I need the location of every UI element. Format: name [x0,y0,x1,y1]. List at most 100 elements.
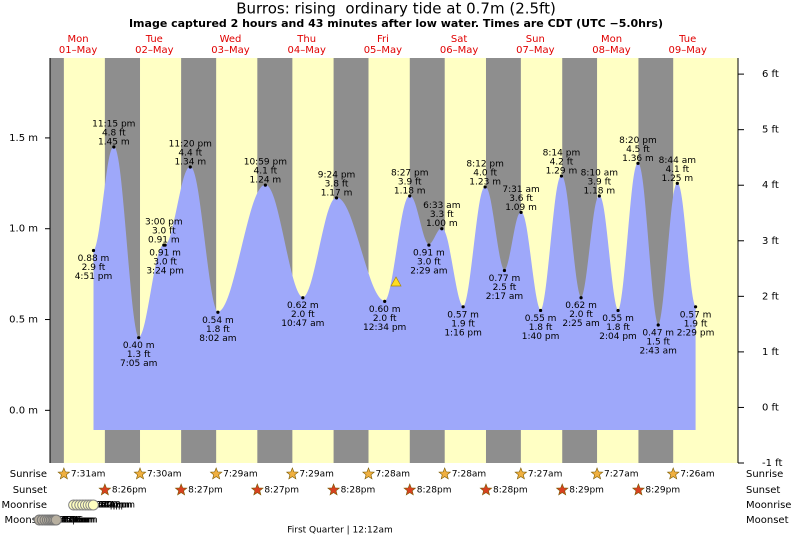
day-name: Mon [601,34,622,45]
extreme-label: 0.40 m [123,341,155,351]
day-name: Tue [145,34,163,45]
extreme-label: 1.18 m [394,187,426,197]
row-time: 3:11pm [95,501,130,511]
sunset-icon [98,483,112,496]
extreme-label: 7:05 am [120,359,157,369]
extreme-point [188,165,192,169]
extreme-label: 1.8 ft [206,325,230,335]
row-time: 12:44am [49,516,89,526]
row-time: 1:27pm [90,501,125,511]
row-time: 8:27pm [264,486,299,496]
extreme-point [263,183,267,187]
row-time: 3:34am [58,516,93,526]
day-date: 02–May [135,45,173,56]
extreme-label: 8:02 am [199,334,236,344]
row-time: 2:59am [56,516,91,526]
extreme-label: 1.9 ft [684,319,708,329]
y2-tick-label: 4 ft [762,180,779,191]
y-tick-label: 0.0 m [9,405,38,416]
extreme-label: 11:20 pm [169,139,212,149]
y2-tick-label: 1 ft [762,347,779,358]
row-time: 4:06am [60,516,95,526]
row-time: 8:29pm [569,486,604,496]
extreme-label: 8:20 pm [619,136,657,146]
day-date: 03–May [211,45,249,56]
extreme-label: 1.9 ft [451,319,475,329]
extreme-label: 1:40 pm [522,332,560,342]
extreme-label: 8:10 am [581,169,618,179]
extreme-point [483,185,487,189]
row-time: 8:29pm [645,486,680,496]
row-time: 7:28am [452,470,487,480]
row-time: 2:20am [54,516,89,526]
sunrise-icon [57,467,71,480]
row-time: 7:30am [147,470,182,480]
extreme-point [383,299,387,303]
extreme-label: 0.62 m [287,301,319,311]
moonrise-icon [87,499,99,511]
row-time: 4:48pm [100,501,135,511]
day-name: Sun [526,34,545,45]
extreme-label: 2:17 am [486,292,523,302]
extreme-label: 0.62 m [565,301,597,311]
extreme-label: 0.47 m [642,328,674,338]
extreme-label: 2:25 am [562,319,599,329]
extreme-label: 0.91 m [413,249,445,259]
extreme-point [636,161,640,165]
row-time: 7:26am [680,470,715,480]
day-date: 05–May [364,45,402,56]
extreme-point [427,243,431,247]
day-name: Tue [678,34,696,45]
row-time: 1:35am [52,516,87,526]
day-date: 09–May [668,45,706,56]
row-time: 7:29am [299,470,334,480]
extreme-label: 8:27 pm [391,169,429,179]
extreme-point [502,268,507,273]
row-time: 8:28pm [493,486,528,496]
extreme-label: 2:29 pm [677,328,715,338]
extreme-label: 1.5 ft [646,337,670,347]
row-time: 8:28pm [341,486,376,496]
day-name: Thu [296,34,316,45]
extreme-label: 0.60 m [369,305,401,315]
extreme-label: 1.17 m [321,188,353,198]
row-label: Sunrise [746,469,783,480]
extreme-point [408,194,412,198]
y2-tick-label: 6 ft [762,69,779,80]
row-time: 11:47pm [46,516,86,526]
extreme-label: 4.1 ft [254,167,278,177]
extreme-label: 8:12 pm [466,159,504,169]
extreme-point [538,308,543,313]
extreme-label: 12:34 pm [363,323,406,333]
extreme-label: 0.57 m [680,310,712,320]
moon-phase: First Quarter | 12:12am [287,526,393,536]
sunrise-icon [514,467,528,480]
extreme-point [216,310,220,314]
extreme-label: 1.36 m [622,154,654,164]
extreme-label: 1.09 m [505,203,537,213]
row-time: 8:27pm [188,486,223,496]
extreme-label: 3.0 ft [152,227,176,237]
y-tick-label: 1.0 m [9,224,38,235]
sunrise-icon [438,467,452,480]
extreme-label: 1.23 m [469,177,501,187]
sunset-icon [327,483,341,496]
extreme-label: 3:00 pm [145,218,183,228]
sunrise-icon [209,467,223,480]
extreme-label: 4.2 ft [550,158,574,168]
extreme-label: 0.55 m [602,314,634,324]
extreme-label: 0.77 m [489,274,521,284]
extreme-label: 3.6 ft [509,194,533,204]
extreme-label: 10:47 am [281,319,324,329]
row-time: 10:36am [81,501,121,511]
extreme-label: 2:29 am [410,267,447,277]
row-time: 4:00pm [98,501,133,511]
y2-tick-label: 2 ft [762,291,779,302]
chart-subtitle: Image captured 2 hours and 43 minutes af… [129,17,663,30]
y-tick-label: 0.5 m [9,315,38,326]
extreme-label: 1.8 ft [529,323,553,333]
row-time: 7:27am [528,470,563,480]
row-time: 7:31am [71,470,106,480]
sunrise-icon [666,467,680,480]
